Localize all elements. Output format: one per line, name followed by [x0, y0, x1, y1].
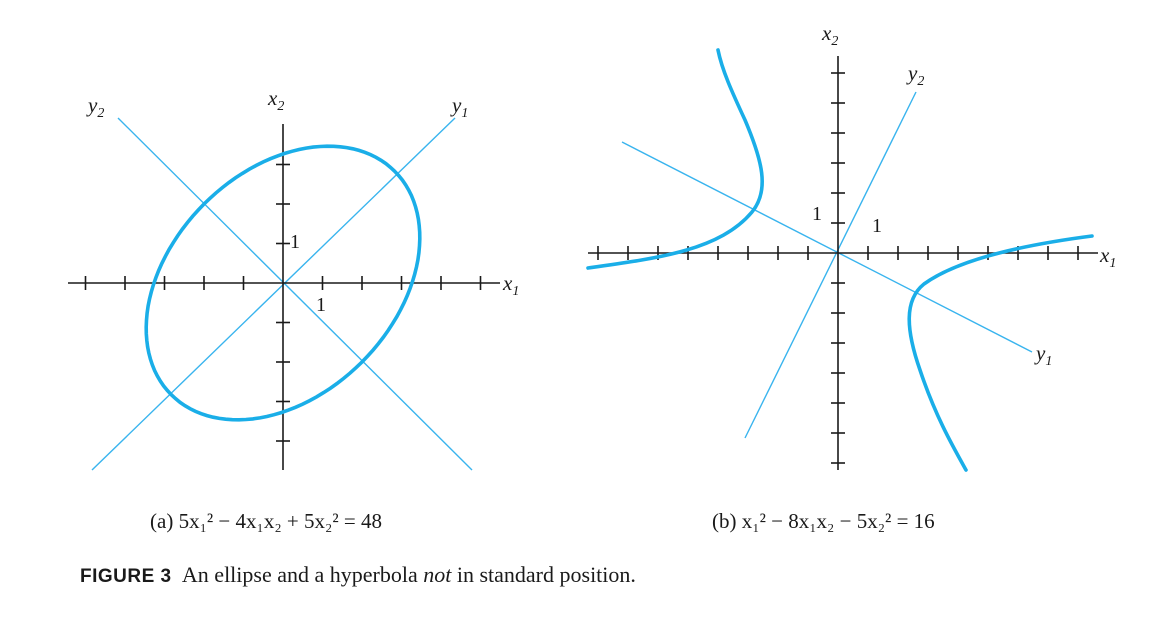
- panel-a-y2-axis: [117, 117, 473, 471]
- panel-b-ticks: [597, 72, 1079, 464]
- figure-caption-text-after: in standard position.: [456, 562, 636, 587]
- panel-a-x1-label: x1: [502, 271, 519, 299]
- panel-b-y1-axis: [621, 141, 1033, 353]
- panel-b-unit-label-x: 1: [872, 215, 882, 237]
- panel-a-unit-label-y: 1: [290, 231, 300, 253]
- panel-a-y1-axis: [91, 117, 456, 471]
- panel-a-y2-label: y2: [86, 93, 104, 121]
- panel-b-hyperbola-left-branch: [586, 48, 764, 270]
- panel-a-caption: (a) 5x₁² − 4x₁x₂ + 5x₂² = 48: [150, 509, 382, 533]
- panel-b-hyperbola-diagram: x1 x2 y1 y2 1 1 (b) x₁² − 8x₁x₂ − 5x₂² =…: [586, 21, 1116, 533]
- figure-caption-text-before: An ellipse and a hyperbola: [181, 562, 418, 587]
- figure-caption-label: FIGURE 3: [80, 566, 172, 587]
- panel-b-y2-label: y2: [906, 61, 924, 89]
- panel-a-ellipse-curve: [144, 144, 422, 422]
- panel-b-x1-label: x1: [1099, 243, 1116, 271]
- panel-a-unit-label-x: 1: [316, 294, 326, 316]
- panel-a-y1-label: y1: [450, 93, 468, 121]
- panel-a-ticks: [84, 163, 482, 442]
- panel-a-ellipse-diagram: x1 x2 y1 y2 1 1 (a) 5x₁² − 4x₁x₂ + 5x₂² …: [68, 86, 519, 533]
- panel-a-x2-label: x2: [267, 86, 284, 114]
- figure-caption-emphasis: not: [423, 562, 452, 587]
- panel-b-hyperbola-right-branch: [907, 234, 1094, 472]
- panel-b-caption: (b) x₁² − 8x₁x₂ − 5x₂² = 16: [712, 509, 935, 533]
- panel-b-y1-label: y1: [1034, 341, 1052, 369]
- panel-b-unit-label-y: 1: [812, 203, 822, 225]
- panel-b-x2-label: x2: [821, 21, 838, 49]
- panel-b-y2-axis: [744, 91, 917, 439]
- figure-caption: FIGURE 3 An ellipse and a hyperbola not …: [80, 562, 636, 588]
